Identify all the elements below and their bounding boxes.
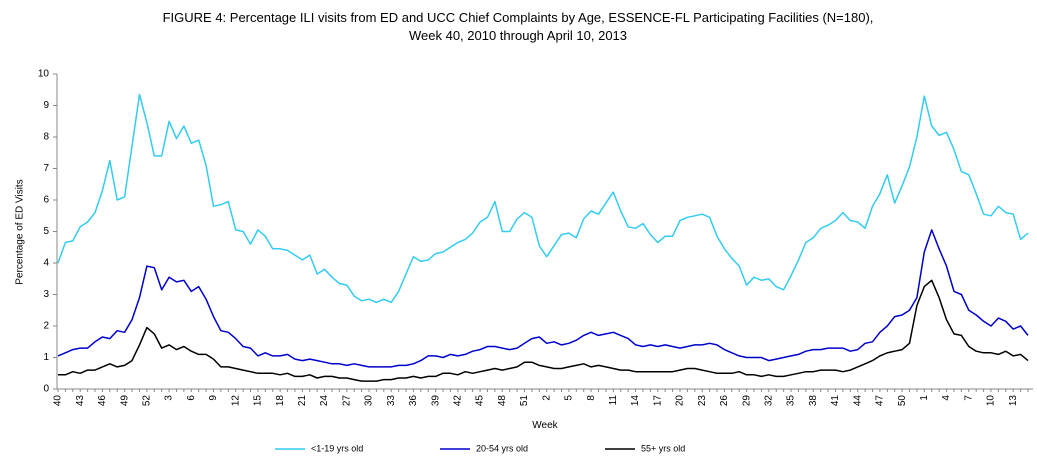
x-tick-label: 50 [897, 395, 908, 407]
x-tick-label: 51 [519, 395, 530, 407]
x-tick-label: 42 [452, 395, 463, 407]
x-tick-label: 14 [630, 395, 641, 407]
x-tick-label: 13 [1008, 395, 1019, 407]
x-tick-label: 10 [986, 395, 997, 407]
legend-label: 55+ yrs old [641, 443, 685, 453]
x-tick-label: 49 [119, 395, 130, 407]
x-tick-label: 15 [253, 395, 264, 407]
x-tick-label: 9 [208, 395, 219, 401]
x-tick-label: 18 [275, 395, 286, 407]
x-tick-label: 4 [941, 395, 952, 401]
x-tick-label: 6 [186, 395, 197, 401]
y-tick-label: 10 [38, 69, 50, 80]
y-tick-label: 5 [43, 226, 49, 237]
x-tick-label: 38 [808, 395, 819, 407]
y-tick-label: 4 [43, 258, 49, 269]
y-tick-label: 3 [43, 289, 49, 300]
y-tick-label: 8 [43, 132, 49, 143]
x-tick-label: 1 [919, 395, 930, 401]
y-tick-label: 1 [43, 352, 49, 363]
x-tick-label: 23 [697, 395, 708, 407]
y-tick-label: 9 [43, 100, 49, 111]
x-tick-label: 33 [386, 395, 397, 407]
x-tick-label: 36 [408, 395, 419, 407]
x-tick-label: 47 [875, 395, 886, 407]
x-tick-label: 30 [364, 395, 375, 407]
chart-title: Week 40, 2010 through April 10, 2013 [409, 28, 627, 43]
x-tick-label: 39 [430, 395, 441, 407]
x-tick-label: 7 [963, 395, 974, 401]
x-tick-label: 27 [341, 395, 352, 407]
x-tick-label: 11 [608, 395, 619, 406]
y-axis-label: Percentage of ED Visits [15, 179, 26, 284]
x-tick-label: 32 [763, 395, 774, 407]
x-tick-label: 3 [164, 395, 175, 401]
x-tick-label: 41 [830, 395, 841, 407]
x-tick-label: 46 [97, 395, 108, 407]
x-tick-label: 20 [675, 395, 686, 407]
y-tick-label: 2 [43, 321, 49, 332]
series-line [57, 229, 1029, 368]
x-tick-label: 44 [852, 395, 863, 407]
x-tick-label: 21 [297, 395, 308, 407]
series-line [57, 93, 1029, 304]
x-tick-label: 52 [141, 395, 152, 407]
x-tick-label: 12 [230, 395, 241, 407]
x-tick-label: 5 [564, 395, 575, 401]
x-tick-label: 17 [652, 395, 663, 407]
legend-label: 20-54 yrs old [476, 443, 528, 453]
x-tick-label: 29 [741, 395, 752, 407]
y-tick-label: 0 [43, 384, 49, 395]
x-tick-label: 43 [75, 395, 86, 407]
x-tick-label: 48 [497, 395, 508, 407]
chart-title: FIGURE 4: Percentage ILI visits from ED … [163, 10, 874, 25]
y-tick-label: 7 [43, 163, 49, 174]
x-tick-label: 24 [319, 395, 330, 407]
x-tick-label: 26 [719, 395, 730, 407]
y-tick-label: 6 [43, 195, 49, 206]
series-line [58, 279, 1029, 382]
x-tick-label: 35 [786, 395, 797, 407]
x-tick-label: 40 [53, 395, 64, 407]
x-tick-label: 45 [475, 395, 486, 407]
x-tick-label: 8 [586, 395, 597, 401]
x-axis-label: Week [532, 420, 558, 431]
x-tick-label: 2 [541, 395, 552, 401]
legend-label: <1-19 yrs old [311, 443, 363, 453]
